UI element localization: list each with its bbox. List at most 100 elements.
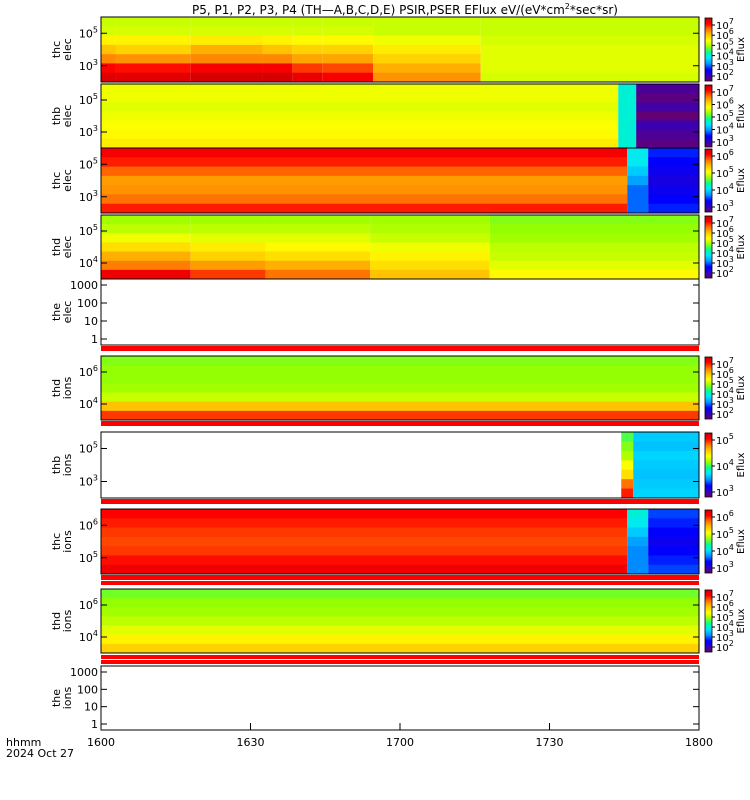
- heat-cell: [480, 44, 699, 55]
- panel-frame: [100, 16, 700, 83]
- heat-cell: [621, 488, 634, 499]
- heat-cell: [370, 242, 490, 253]
- cbar-tick-label: 106: [716, 225, 734, 240]
- heat-cell: [627, 194, 649, 205]
- cbar-tick-label: 103: [716, 484, 734, 499]
- y-tick-label: 103: [79, 58, 98, 73]
- heat-cell: [627, 166, 649, 177]
- heat-cell: [633, 432, 699, 442]
- y-tick-label: 100: [77, 297, 98, 310]
- heat-cell: [648, 518, 699, 529]
- heat-cell: [101, 175, 628, 186]
- cbar-tick-label: 105: [716, 37, 734, 52]
- heat-cell: [627, 536, 649, 547]
- heat-cell: [627, 185, 649, 195]
- heat-cell: [621, 479, 634, 490]
- heat-cell: [636, 129, 699, 140]
- heat-cell: [480, 63, 699, 74]
- heat-cell: [648, 194, 699, 205]
- heat-cell: [101, 589, 699, 599]
- heat-cell: [633, 450, 699, 461]
- y-tick-label: 106: [79, 597, 98, 612]
- heat-cell: [633, 441, 699, 452]
- heat-cell: [101, 63, 116, 74]
- panel-frame: [100, 508, 700, 575]
- x-tick-label: 1630: [237, 736, 265, 749]
- heat-cell: [101, 35, 116, 46]
- ylabel-line: thd: [50, 379, 63, 397]
- heat-cell: [101, 269, 191, 280]
- heat-cell: [190, 35, 263, 46]
- ylabel-line: thc: [50, 41, 63, 58]
- heat-cell: [373, 26, 481, 37]
- cbar-tick-label: 106: [716, 27, 734, 42]
- heat-cell: [265, 269, 371, 280]
- cbar-tick-label: 105: [716, 165, 734, 180]
- panel-frame: [100, 147, 700, 214]
- heat-cell: [373, 54, 481, 64]
- heat-cell: [101, 518, 628, 529]
- heat-cell: [618, 120, 637, 131]
- heat-cell: [618, 84, 637, 94]
- gap-strip: [101, 660, 699, 664]
- heat-cell: [370, 215, 490, 225]
- colorbar: [704, 84, 713, 148]
- y-tick-label: 105: [79, 92, 98, 107]
- ylabel-line: ions: [61, 376, 74, 399]
- heat-cell: [101, 84, 619, 94]
- heat-cell: [101, 17, 116, 27]
- heat-cell: [115, 44, 191, 55]
- y-tick-label: 103: [79, 189, 98, 204]
- heat-cell: [101, 401, 699, 412]
- panel-ylabel: thdelec: [50, 236, 74, 259]
- heat-cell: [101, 93, 619, 103]
- heat-cell: [627, 518, 649, 529]
- heat-cell: [101, 616, 699, 627]
- gap-strip: [101, 499, 699, 504]
- heat-cell: [648, 185, 699, 195]
- y-tick-label: 105: [79, 223, 98, 238]
- cbar-tick-label: 104: [716, 122, 734, 137]
- heat-cell: [101, 546, 628, 556]
- cbar-tick-label: 107: [716, 215, 734, 230]
- cbar-label: Eflux: [736, 608, 747, 633]
- heat-cell: [190, 215, 266, 225]
- heat-cell: [636, 102, 699, 112]
- heat-cell: [190, 26, 263, 37]
- heat-cell: [101, 509, 628, 519]
- heat-cell: [370, 251, 490, 262]
- cbar-tick-label: 107: [716, 17, 734, 32]
- panel-frame: [100, 431, 700, 499]
- cbar-tick-label: 104: [716, 619, 734, 634]
- ylabel-line: ions: [61, 453, 74, 476]
- y-tick-label: 100: [77, 683, 98, 696]
- cbar-tick-label: 103: [716, 58, 734, 73]
- heat-cell: [101, 607, 699, 617]
- cbar-tick-label: 104: [716, 543, 734, 558]
- heat-cell: [648, 555, 699, 566]
- y-tick-label: 105: [79, 441, 98, 456]
- cbar-tick-label: 106: [716, 366, 734, 381]
- heat-cell: [636, 84, 699, 94]
- y-tick-label: 105: [79, 550, 98, 565]
- cbar-tick-label: 103: [716, 134, 734, 149]
- ylabel-line: thd: [50, 238, 63, 256]
- heat-cell: [262, 63, 293, 74]
- heat-cell: [101, 148, 628, 158]
- panel-the-elec: 1000 100 10 1 theelec: [50, 278, 700, 346]
- gap-strip: [101, 346, 699, 351]
- heat-cell: [265, 242, 371, 253]
- heat-cell: [621, 460, 634, 471]
- heat-cell: [618, 138, 637, 149]
- y-tick-label: 1: [91, 333, 98, 346]
- heat-cell: [292, 63, 323, 74]
- heat-cell: [101, 536, 628, 547]
- heat-cell: [265, 224, 371, 234]
- heat-cell: [373, 72, 481, 83]
- cbar-tick-label: 107: [716, 84, 734, 99]
- heat-cell: [633, 488, 699, 499]
